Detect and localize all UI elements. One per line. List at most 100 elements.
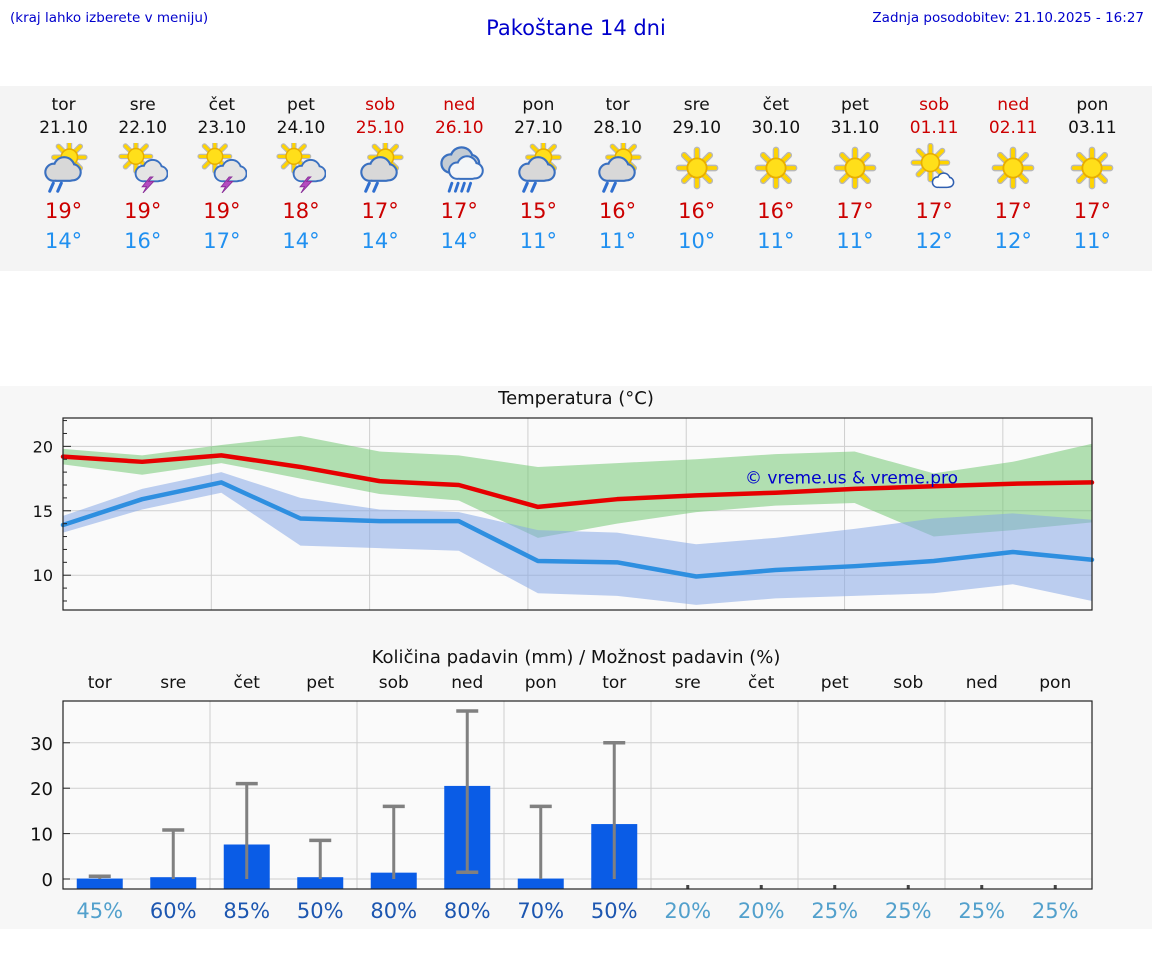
forecast-day[interactable]: pon 03.11 17° 11° — [1053, 94, 1132, 271]
precip-probability: 80% — [370, 899, 418, 923]
app-header: (kraj lahko izberete v meniju) Pakoštane… — [0, 0, 1152, 50]
precip-day-label: sre — [674, 673, 701, 693]
precipitation-chart-title: Količina padavin (mm) / Možnost padavin … — [371, 647, 781, 668]
temperature-chart-title: Temperatura (°C) — [498, 388, 654, 409]
temp-max: 15° — [519, 199, 558, 223]
forecast-day[interactable]: pet 24.10 18° 14° — [261, 94, 340, 271]
forecast-day[interactable]: sob 01.11 17° 12° — [895, 94, 974, 271]
day-name: sre — [683, 95, 710, 115]
forecast-day[interactable]: čet 30.10 16° 11° — [736, 94, 815, 271]
temp-max: 16° — [678, 199, 716, 223]
charts-section: Temperatura (°C) 10 15 20 © vreme.us & vrem… — [0, 386, 1152, 929]
precip-probability: 20% — [737, 899, 785, 923]
y-axis-label: 10 — [30, 825, 53, 846]
y-axis-label: 20 — [30, 779, 53, 800]
y-axis-label: 20 — [33, 437, 53, 456]
precip-day-label: ned — [965, 673, 998, 693]
day-name: ned — [997, 95, 1030, 115]
day-name: pon — [522, 95, 555, 115]
sun-cloud-icon — [909, 142, 959, 194]
temp-min: 11° — [598, 229, 637, 253]
precip-probability: 85% — [223, 899, 271, 923]
precip-probability: 25% — [958, 899, 1006, 923]
plot-border — [62, 417, 1093, 611]
forecast-day[interactable]: čet 23.10 19° 17° — [182, 94, 261, 271]
sun-icon — [830, 142, 880, 194]
temp-max: 16° — [757, 199, 795, 223]
forecast-day[interactable]: sob 25.10 17° 14° — [341, 94, 420, 271]
temp-max: 19° — [124, 199, 162, 223]
temp-min: 11° — [757, 229, 795, 253]
day-name: tor — [51, 95, 76, 115]
day-date: 25.10 — [355, 118, 405, 138]
day-date: 31.10 — [830, 118, 880, 138]
day-date: 23.10 — [197, 118, 247, 138]
temp-min: 16° — [124, 229, 162, 253]
sun-cloud-storm-icon — [197, 142, 247, 194]
forecast-day[interactable]: sre 22.10 19° 16° — [103, 94, 182, 271]
precip-probability: 25% — [884, 899, 932, 923]
forecast-day[interactable]: pet 31.10 17° 11° — [815, 94, 894, 271]
watermark-link[interactable]: © vreme.us & vreme.pro — [745, 469, 958, 489]
day-name: čet — [208, 95, 236, 115]
sun-cloud-rain-icon — [39, 142, 89, 194]
forecast-day[interactable]: sre 29.10 16° 10° — [657, 94, 736, 271]
day-name: ned — [443, 95, 476, 115]
precip-probability: 80% — [443, 899, 491, 923]
precip-bar — [517, 878, 564, 889]
day-date: 30.10 — [751, 118, 801, 138]
sun-icon — [751, 142, 801, 194]
precip-day-label: pet — [306, 673, 335, 693]
cloud-rain-icon — [434, 142, 484, 194]
max-temperature-range-band — [63, 436, 1092, 538]
precip-day-label: sob — [893, 673, 924, 693]
temp-min: 14° — [440, 229, 478, 253]
day-date: 01.11 — [909, 118, 959, 138]
temp-min: 10° — [678, 229, 716, 253]
y-axis-label: 0 — [42, 870, 53, 891]
forecast-day[interactable]: tor 21.10 19° 14° — [24, 94, 103, 271]
temp-max: 16° — [598, 199, 637, 223]
location-hint: (kraj lahko izberete v meniju) — [10, 10, 209, 26]
y-axis-label: 10 — [33, 566, 53, 585]
temp-max: 17° — [440, 199, 478, 223]
precip-probability: 25% — [1031, 899, 1079, 923]
precip-probability: 70% — [517, 899, 565, 923]
precip-day-label: pet — [820, 673, 849, 693]
precipitation-chart: 0 10 20 30 — [30, 700, 1093, 891]
sun-cloud-rain-icon — [593, 142, 643, 194]
precip-probability: 45% — [76, 899, 124, 923]
temp-max: 18° — [282, 199, 320, 223]
sun-icon — [672, 142, 722, 194]
precip-day-label: tor — [602, 673, 627, 693]
day-date: 22.10 — [118, 118, 168, 138]
temp-max: 19° — [44, 199, 83, 223]
temp-max: 17° — [836, 199, 874, 223]
day-date: 03.11 — [1068, 118, 1117, 138]
day-name: tor — [605, 95, 630, 115]
precip-probability: 20% — [664, 899, 712, 923]
temp-max: 17° — [994, 199, 1032, 223]
precip-probability: 25% — [811, 899, 859, 923]
forecast-day[interactable]: ned 26.10 17° 14° — [420, 94, 499, 271]
sun-cloud-rain-icon — [513, 142, 563, 194]
temp-min: 12° — [915, 229, 953, 253]
precip-day-labels: tor sre čet pet sob ned pon tor sre čet pet sob ned p… — [0, 671, 1092, 695]
day-date: 21.10 — [39, 118, 88, 138]
forecast-day[interactable]: tor 28.10 16° 11° — [578, 94, 657, 271]
sun-cloud-storm-icon — [276, 142, 326, 194]
temp-max: 17° — [361, 199, 399, 223]
temp-min: 11° — [836, 229, 874, 253]
temp-min: 11° — [519, 229, 558, 253]
temp-min: 12° — [994, 229, 1032, 253]
day-name: pet — [287, 95, 315, 115]
day-date: 26.10 — [434, 118, 484, 138]
forecast-day[interactable]: ned 02.11 17° 12° — [974, 94, 1053, 271]
day-name: sre — [129, 95, 156, 115]
forecast-day[interactable]: pon 27.10 15° 11° — [499, 94, 578, 271]
precip-day-label: čet — [748, 673, 775, 693]
day-name: čet — [762, 95, 790, 115]
temp-min: 14° — [282, 229, 320, 253]
page-title: Pakoštane 14 dni — [486, 16, 666, 40]
day-name: sob — [919, 95, 950, 115]
